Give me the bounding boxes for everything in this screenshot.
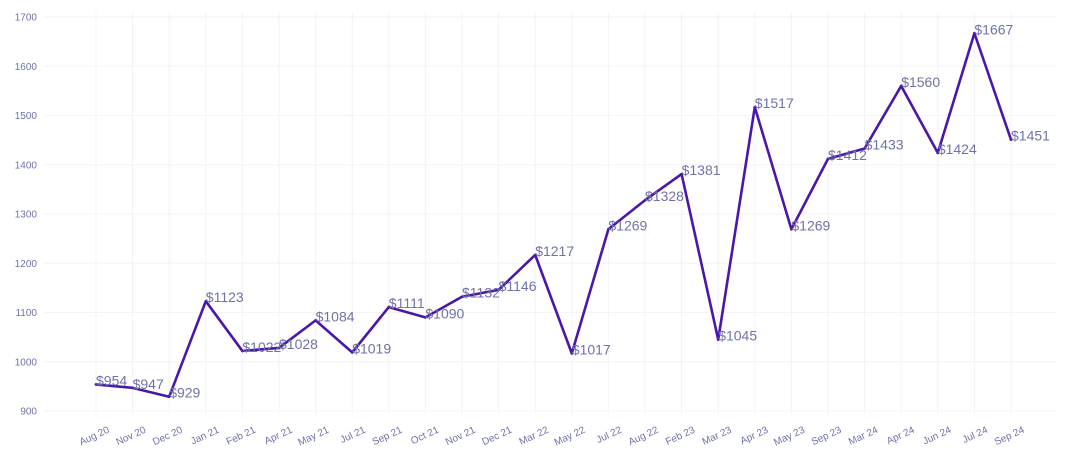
gridlines bbox=[44, 12, 1056, 414]
data-label: $1328 bbox=[645, 188, 684, 204]
data-point bbox=[570, 352, 574, 355]
x-tick-label: Sep 23 bbox=[810, 425, 844, 449]
data-point bbox=[424, 316, 427, 319]
x-tick-label: Nov 20 bbox=[115, 425, 149, 449]
x-tick-label: Feb 23 bbox=[664, 425, 697, 448]
x-tick-label: Jul 22 bbox=[595, 425, 624, 446]
x-tick-label: Aug 22 bbox=[627, 425, 661, 449]
data-point bbox=[753, 105, 757, 109]
data-point bbox=[973, 31, 976, 35]
data-label: $1019 bbox=[352, 340, 391, 356]
data-point bbox=[607, 227, 610, 231]
series bbox=[94, 31, 1013, 399]
series-line bbox=[94, 31, 1013, 399]
data-label: $1381 bbox=[682, 162, 721, 178]
y-tick-label: 1300 bbox=[15, 210, 38, 221]
data-label: $929 bbox=[169, 385, 200, 401]
x-tick-label: Aug 20 bbox=[78, 425, 112, 449]
data-point bbox=[350, 351, 354, 354]
data-label: $1517 bbox=[755, 95, 794, 111]
x-tick-label: Jan 21 bbox=[189, 425, 221, 448]
data-label: $1028 bbox=[279, 336, 318, 352]
data-label: $1560 bbox=[901, 74, 940, 90]
x-tick-label: Dec 20 bbox=[151, 425, 185, 449]
x-tick-label: Apr 21 bbox=[263, 425, 295, 448]
data-point bbox=[460, 295, 464, 299]
data-label: $1045 bbox=[718, 328, 757, 344]
data-label: $1146 bbox=[499, 278, 537, 294]
y-tick-label: 1600 bbox=[15, 62, 38, 73]
data-point bbox=[533, 253, 537, 257]
y-tick-label: 1000 bbox=[15, 357, 38, 368]
y-axis-ticks: 900 1000 1100 1200 1300 1400 1500 1600 1700 bbox=[15, 13, 38, 418]
y-tick-label: 1100 bbox=[15, 308, 37, 319]
x-tick-label: Jul 24 bbox=[961, 425, 990, 446]
data-point bbox=[497, 288, 500, 292]
x-tick-label: Mar 22 bbox=[518, 425, 551, 448]
data-point bbox=[314, 319, 317, 322]
x-tick-label: Sep 24 bbox=[993, 425, 1027, 449]
y-tick-label: 1400 bbox=[15, 160, 38, 171]
x-tick-label: Oct 21 bbox=[409, 425, 441, 448]
data-point bbox=[167, 395, 171, 399]
data-label: $1412 bbox=[828, 147, 867, 163]
x-tick-label: May 22 bbox=[553, 425, 588, 449]
data-label: $1667 bbox=[974, 21, 1013, 37]
x-tick-label: Mar 23 bbox=[701, 425, 734, 448]
x-tick-label: Feb 21 bbox=[225, 425, 258, 448]
data-label: $1269 bbox=[791, 217, 830, 233]
data-label: $947 bbox=[133, 376, 164, 392]
data-point bbox=[204, 299, 208, 303]
x-tick-label: Jul 21 bbox=[339, 425, 368, 446]
y-tick-label: 1200 bbox=[15, 259, 38, 270]
data-point bbox=[936, 151, 940, 155]
data-labels: $954 $947 $929 $1123 $1022$1028 $1084 $1019 $11… bbox=[96, 21, 1050, 400]
data-point bbox=[643, 198, 647, 202]
y-tick-label: 1700 bbox=[15, 13, 38, 24]
x-tick-label: Jun 24 bbox=[921, 425, 953, 448]
data-point bbox=[716, 338, 720, 341]
data-label: $1451 bbox=[1011, 128, 1050, 144]
data-label: $1433 bbox=[865, 136, 904, 152]
data-label: $1084 bbox=[316, 308, 355, 324]
y-tick-label: 900 bbox=[20, 407, 37, 418]
x-tick-label: Sep 21 bbox=[371, 425, 405, 449]
x-tick-label: Mar 24 bbox=[847, 425, 880, 448]
data-label: $1090 bbox=[425, 305, 464, 321]
x-axis-ticks: Aug 20 Nov 20 Dec 20 Jan 21 Feb 21 Apr 21 May … bbox=[78, 425, 1027, 449]
data-point bbox=[863, 147, 866, 150]
data-point bbox=[790, 227, 793, 231]
data-point bbox=[241, 349, 244, 353]
data-point bbox=[826, 157, 830, 161]
data-label: $1132 bbox=[462, 285, 500, 301]
x-tick-label: Nov 21 bbox=[444, 425, 478, 449]
data-label: $1111 bbox=[389, 295, 425, 311]
data-label: $1217 bbox=[535, 243, 574, 259]
data-label: $1017 bbox=[572, 341, 611, 357]
data-point bbox=[680, 172, 683, 176]
data-point bbox=[1009, 138, 1013, 141]
x-tick-label: Apr 24 bbox=[885, 425, 917, 448]
data-point bbox=[387, 305, 391, 309]
x-tick-label: May 21 bbox=[296, 425, 331, 449]
data-label: $1424 bbox=[938, 141, 977, 157]
data-point bbox=[131, 386, 134, 390]
x-tick-label: Apr 23 bbox=[739, 425, 771, 448]
data-label: $1022 bbox=[242, 339, 281, 355]
data-label: $1123 bbox=[206, 289, 244, 305]
data-point bbox=[899, 84, 903, 88]
data-point bbox=[277, 346, 281, 350]
data-label: $954 bbox=[96, 372, 127, 388]
y-tick-label: 1500 bbox=[15, 111, 38, 122]
data-point bbox=[94, 383, 98, 386]
data-label: $1269 bbox=[608, 217, 647, 233]
x-tick-label: Dec 21 bbox=[481, 425, 515, 449]
x-tick-label: May 23 bbox=[772, 425, 807, 449]
